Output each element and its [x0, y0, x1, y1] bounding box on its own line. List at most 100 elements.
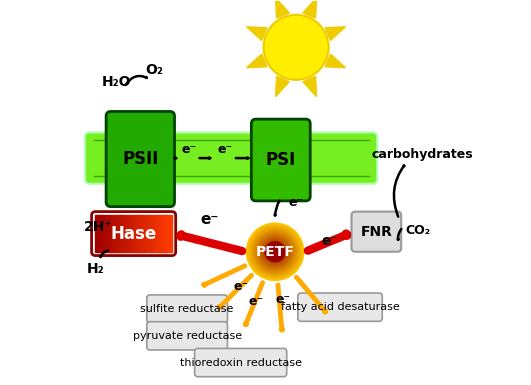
- Bar: [124, 216, 126, 252]
- Bar: [109, 216, 111, 252]
- Bar: [128, 216, 130, 252]
- Bar: [118, 216, 121, 252]
- Circle shape: [246, 223, 304, 280]
- Bar: [164, 216, 167, 252]
- Bar: [107, 216, 109, 252]
- Bar: [105, 216, 107, 252]
- Text: PSII: PSII: [122, 150, 159, 168]
- Circle shape: [261, 238, 289, 266]
- Bar: [130, 216, 132, 252]
- Bar: [141, 216, 143, 252]
- Bar: [120, 216, 123, 252]
- Text: pyruvate reductase: pyruvate reductase: [133, 331, 242, 341]
- Bar: [157, 216, 159, 252]
- FancyBboxPatch shape: [251, 119, 310, 201]
- Text: e⁻: e⁻: [218, 143, 233, 156]
- Text: e⁻: e⁻: [321, 234, 338, 248]
- Bar: [170, 216, 172, 252]
- Text: e⁻: e⁻: [249, 295, 263, 308]
- Text: H₂: H₂: [87, 262, 104, 276]
- Polygon shape: [276, 76, 289, 97]
- Polygon shape: [246, 27, 267, 40]
- Bar: [122, 216, 124, 252]
- Circle shape: [271, 248, 279, 256]
- Bar: [134, 216, 136, 252]
- Bar: [99, 216, 101, 252]
- Circle shape: [269, 246, 281, 258]
- Circle shape: [257, 234, 293, 270]
- Bar: [115, 216, 117, 252]
- Text: e⁻: e⁻: [288, 196, 304, 209]
- Circle shape: [263, 15, 329, 80]
- Circle shape: [262, 238, 288, 265]
- Bar: [168, 216, 170, 252]
- FancyBboxPatch shape: [106, 112, 175, 207]
- Circle shape: [260, 236, 290, 267]
- Bar: [147, 216, 149, 252]
- FancyBboxPatch shape: [147, 322, 227, 350]
- Text: O₂: O₂: [145, 63, 164, 77]
- Text: H₂O: H₂O: [101, 75, 131, 89]
- Bar: [101, 216, 104, 252]
- Circle shape: [252, 229, 298, 275]
- Circle shape: [247, 224, 303, 280]
- Bar: [162, 216, 165, 252]
- Bar: [166, 216, 168, 252]
- FancyBboxPatch shape: [85, 132, 377, 184]
- Circle shape: [272, 249, 278, 254]
- Circle shape: [255, 232, 295, 272]
- Bar: [143, 216, 145, 252]
- Polygon shape: [325, 54, 346, 68]
- Text: e⁻: e⁻: [200, 212, 218, 226]
- Text: 2H⁺: 2H⁺: [84, 220, 113, 234]
- Polygon shape: [325, 27, 346, 40]
- Text: e⁻: e⁻: [275, 293, 290, 306]
- Circle shape: [259, 236, 292, 268]
- Text: Hase: Hase: [110, 224, 157, 243]
- Circle shape: [270, 247, 280, 256]
- Text: carbohydrates: carbohydrates: [371, 148, 473, 161]
- Circle shape: [254, 231, 296, 273]
- Bar: [135, 216, 138, 252]
- Circle shape: [268, 244, 282, 259]
- Text: thioredoxin reductase: thioredoxin reductase: [179, 358, 302, 368]
- Text: PSI: PSI: [266, 151, 296, 169]
- Bar: [126, 216, 129, 252]
- Bar: [113, 216, 115, 252]
- Bar: [155, 216, 157, 252]
- Circle shape: [263, 239, 287, 264]
- Circle shape: [249, 225, 302, 278]
- FancyBboxPatch shape: [352, 212, 401, 252]
- Circle shape: [268, 245, 282, 258]
- Text: e⁻: e⁻: [233, 280, 248, 293]
- Circle shape: [256, 233, 294, 271]
- Polygon shape: [276, 0, 289, 18]
- Text: PETF: PETF: [255, 245, 295, 259]
- Text: e⁻: e⁻: [182, 143, 196, 156]
- Text: CO₂: CO₂: [406, 224, 431, 237]
- Text: FNR: FNR: [361, 225, 392, 239]
- Polygon shape: [246, 54, 267, 68]
- Bar: [116, 216, 119, 252]
- Polygon shape: [303, 76, 316, 97]
- Bar: [103, 216, 105, 252]
- Bar: [158, 216, 161, 252]
- Circle shape: [253, 230, 297, 274]
- Bar: [149, 216, 151, 252]
- Bar: [110, 216, 113, 252]
- Bar: [138, 216, 140, 252]
- Circle shape: [249, 226, 301, 278]
- Text: sulfite reductase: sulfite reductase: [141, 304, 234, 314]
- Bar: [151, 216, 153, 252]
- Circle shape: [263, 240, 287, 263]
- Polygon shape: [303, 0, 316, 18]
- Circle shape: [258, 234, 292, 269]
- Circle shape: [266, 242, 285, 261]
- FancyBboxPatch shape: [194, 348, 287, 377]
- Circle shape: [273, 250, 277, 254]
- Circle shape: [265, 242, 285, 262]
- Bar: [97, 216, 100, 252]
- Text: fatty acid desaturase: fatty acid desaturase: [281, 302, 399, 312]
- FancyBboxPatch shape: [298, 293, 382, 321]
- Bar: [145, 216, 148, 252]
